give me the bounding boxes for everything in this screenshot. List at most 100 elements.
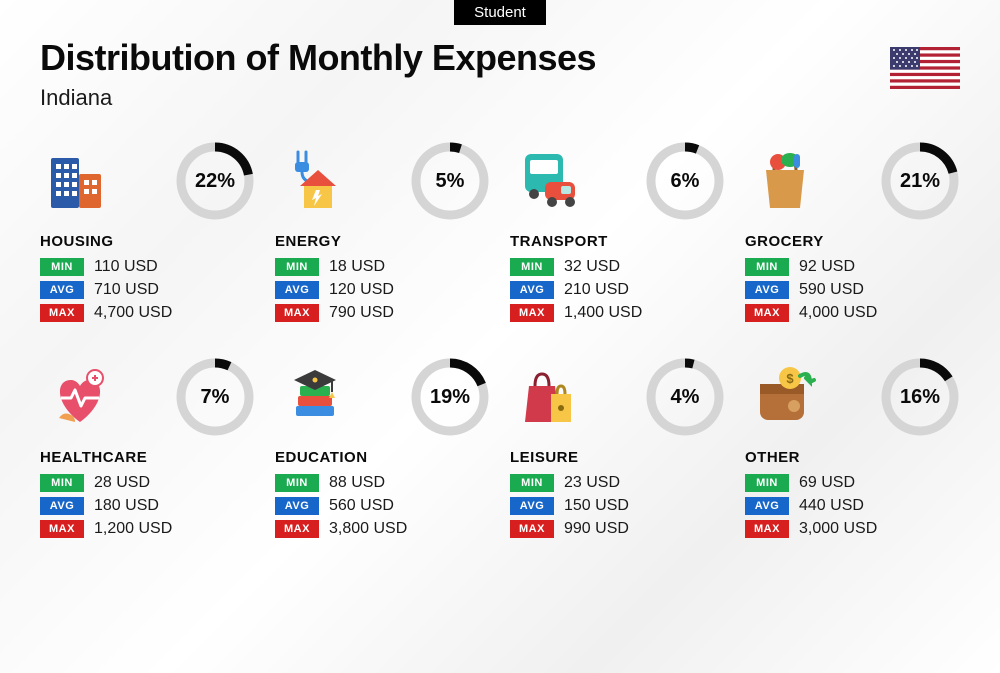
stat-max: MAX 4,700 USD — [40, 304, 255, 322]
avg-pill: AVG — [745, 281, 789, 299]
percent-ring: 5% — [410, 141, 490, 221]
stat-max: MAX 3,800 USD — [275, 520, 490, 538]
category-name: ENERGY — [275, 233, 490, 250]
stat-max: MAX 4,000 USD — [745, 304, 960, 322]
avg-value: 710 USD — [94, 281, 159, 299]
avg-pill: AVG — [745, 497, 789, 515]
percent-label: 7% — [175, 357, 255, 437]
category-name: GROCERY — [745, 233, 960, 250]
percent-label: 5% — [410, 141, 490, 221]
stat-max: MAX 990 USD — [510, 520, 725, 538]
stat-max: MAX 1,200 USD — [40, 520, 255, 538]
max-pill: MAX — [745, 304, 789, 322]
min-pill: MIN — [745, 474, 789, 492]
category-name: OTHER — [745, 449, 960, 466]
min-value: 23 USD — [564, 474, 620, 492]
transport-icon — [510, 141, 590, 221]
healthcare-icon — [40, 357, 120, 437]
avg-pill: AVG — [510, 497, 554, 515]
category-name: LEISURE — [510, 449, 725, 466]
avg-value: 180 USD — [94, 497, 159, 515]
percent-label: 21% — [880, 141, 960, 221]
max-value: 4,700 USD — [94, 304, 172, 322]
stat-min: MIN 32 USD — [510, 258, 725, 276]
student-badge: Student — [454, 0, 546, 25]
avg-pill: AVG — [275, 497, 319, 515]
min-value: 28 USD — [94, 474, 150, 492]
percent-label: 4% — [645, 357, 725, 437]
education-icon — [275, 357, 355, 437]
avg-value: 210 USD — [564, 281, 629, 299]
stat-max: MAX 3,000 USD — [745, 520, 960, 538]
min-value: 32 USD — [564, 258, 620, 276]
max-value: 1,200 USD — [94, 520, 172, 538]
avg-value: 120 USD — [329, 281, 394, 299]
avg-pill: AVG — [275, 281, 319, 299]
stat-min: MIN 92 USD — [745, 258, 960, 276]
percent-label: 6% — [645, 141, 725, 221]
percent-ring: 6% — [645, 141, 725, 221]
stat-avg: AVG 210 USD — [510, 281, 725, 299]
min-pill: MIN — [510, 474, 554, 492]
stat-min: MIN 23 USD — [510, 474, 725, 492]
stat-min: MIN 18 USD — [275, 258, 490, 276]
other-icon: $ — [745, 357, 825, 437]
percent-ring: 4% — [645, 357, 725, 437]
category-card: 22% HOUSING MIN 110 USD AVG 710 USD MAX … — [40, 141, 255, 327]
energy-icon — [275, 141, 355, 221]
category-grid: 22% HOUSING MIN 110 USD AVG 710 USD MAX … — [40, 141, 960, 543]
avg-value: 590 USD — [799, 281, 864, 299]
category-card: 19% EDUCATION MIN 88 USD AVG 560 USD MAX… — [275, 357, 490, 543]
category-card: 21% GROCERY MIN 92 USD AVG 590 USD MAX 4… — [745, 141, 960, 327]
avg-value: 440 USD — [799, 497, 864, 515]
stat-avg: AVG 710 USD — [40, 281, 255, 299]
category-name: TRANSPORT — [510, 233, 725, 250]
stat-avg: AVG 150 USD — [510, 497, 725, 515]
min-value: 18 USD — [329, 258, 385, 276]
max-value: 790 USD — [329, 304, 394, 322]
avg-value: 560 USD — [329, 497, 394, 515]
page-subtitle: Indiana — [40, 85, 596, 111]
avg-pill: AVG — [510, 281, 554, 299]
max-value: 1,400 USD — [564, 304, 642, 322]
stat-avg: AVG 180 USD — [40, 497, 255, 515]
min-pill: MIN — [745, 258, 789, 276]
max-value: 3,000 USD — [799, 520, 877, 538]
max-pill: MAX — [745, 520, 789, 538]
svg-text:$: $ — [786, 371, 794, 386]
max-pill: MAX — [40, 520, 84, 538]
min-pill: MIN — [40, 474, 84, 492]
grocery-icon — [745, 141, 825, 221]
stat-avg: AVG 560 USD — [275, 497, 490, 515]
min-value: 88 USD — [329, 474, 385, 492]
leisure-icon — [510, 357, 590, 437]
stat-avg: AVG 440 USD — [745, 497, 960, 515]
max-pill: MAX — [510, 304, 554, 322]
max-pill: MAX — [510, 520, 554, 538]
category-card: 6% TRANSPORT MIN 32 USD AVG 210 USD MAX … — [510, 141, 725, 327]
percent-label: 19% — [410, 357, 490, 437]
stat-min: MIN 88 USD — [275, 474, 490, 492]
min-pill: MIN — [40, 258, 84, 276]
max-pill: MAX — [275, 304, 319, 322]
category-name: HOUSING — [40, 233, 255, 250]
percent-label: 22% — [175, 141, 255, 221]
stat-max: MAX 1,400 USD — [510, 304, 725, 322]
stat-min: MIN 110 USD — [40, 258, 255, 276]
avg-value: 150 USD — [564, 497, 629, 515]
percent-ring: 7% — [175, 357, 255, 437]
stat-avg: AVG 590 USD — [745, 281, 960, 299]
category-card: 4% LEISURE MIN 23 USD AVG 150 USD MAX 99… — [510, 357, 725, 543]
avg-pill: AVG — [40, 281, 84, 299]
category-card: 5% ENERGY MIN 18 USD AVG 120 USD MAX 790… — [275, 141, 490, 327]
max-value: 4,000 USD — [799, 304, 877, 322]
percent-label: 16% — [880, 357, 960, 437]
max-value: 3,800 USD — [329, 520, 407, 538]
percent-ring: 16% — [880, 357, 960, 437]
percent-ring: 19% — [410, 357, 490, 437]
stat-avg: AVG 120 USD — [275, 281, 490, 299]
min-value: 69 USD — [799, 474, 855, 492]
max-pill: MAX — [275, 520, 319, 538]
category-card: $ 16% OTHER MIN 69 USD AVG 440 USD MAX 3… — [745, 357, 960, 543]
category-name: HEALTHCARE — [40, 449, 255, 466]
